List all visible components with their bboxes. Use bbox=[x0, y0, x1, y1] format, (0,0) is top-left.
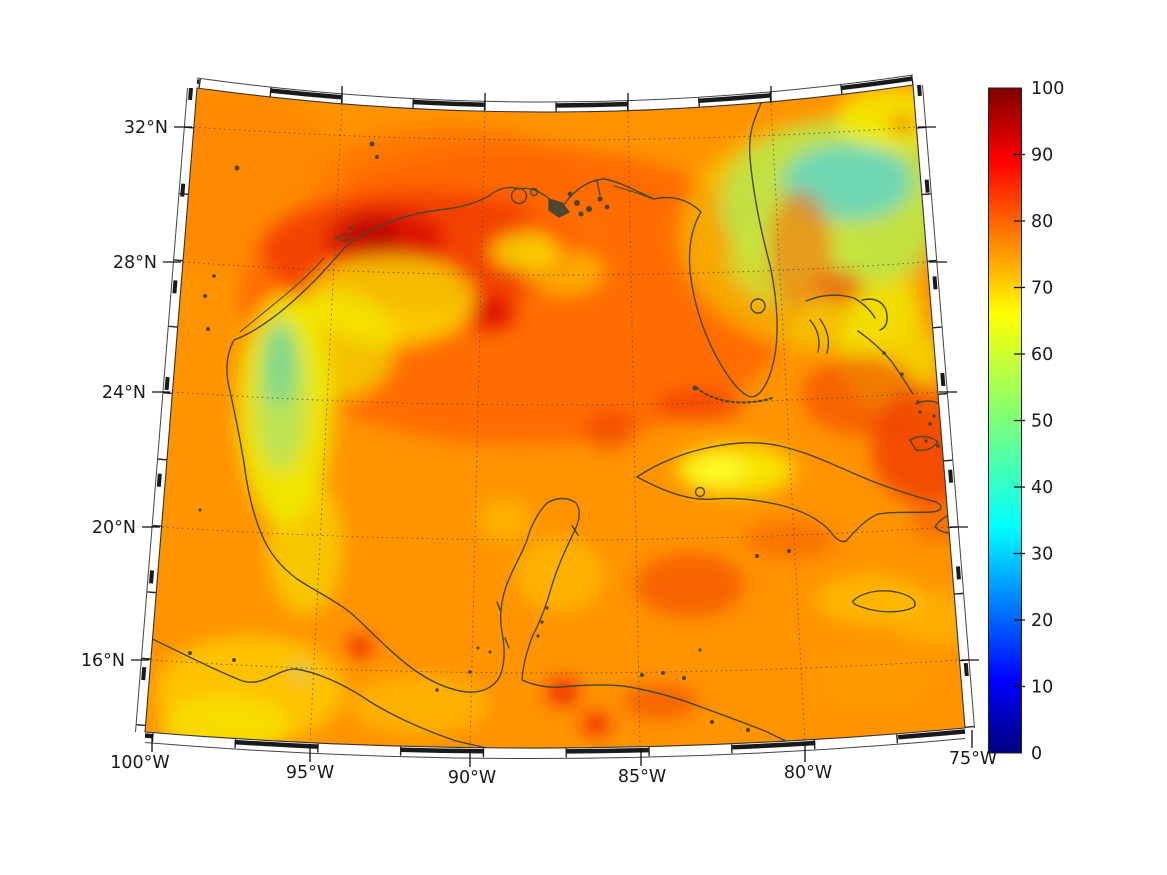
axis-ticks bbox=[131, 86, 979, 767]
lake-maurepas bbox=[529, 187, 539, 197]
yucatan-lagoon-1 bbox=[504, 637, 510, 649]
meridian-85w bbox=[627, 110, 641, 748]
map-border bbox=[144, 84, 966, 749]
cozumel bbox=[571, 525, 579, 536]
longitude-labels: 100°W 95°W 90°W 85°W 80°W 75°W bbox=[110, 749, 997, 788]
cbar-label-80: 80 bbox=[1031, 212, 1053, 232]
cbar-label-100: 100 bbox=[1031, 79, 1064, 99]
lat-label-20n: 20°N bbox=[92, 518, 136, 538]
yucatan-lagoon-2 bbox=[496, 601, 501, 611]
coast-cuba bbox=[636, 442, 942, 543]
mississippi-delta bbox=[548, 198, 570, 218]
bahamas-grand-abaco bbox=[805, 294, 876, 319]
cbar-label-50: 50 bbox=[1031, 412, 1053, 432]
bahamas-acklins bbox=[909, 435, 939, 452]
lon-label-90w: 90°W bbox=[448, 768, 496, 788]
cbar-label-70: 70 bbox=[1031, 279, 1053, 299]
latitude-labels: 32°N 28°N 24°N 20°N 16°N bbox=[81, 118, 168, 671]
cbar-label-40: 40 bbox=[1031, 478, 1053, 498]
lon-label-95w: 95°W bbox=[286, 763, 334, 783]
galveston-bay bbox=[335, 233, 351, 242]
cbar-label-10: 10 bbox=[1031, 678, 1053, 698]
isla-juventud bbox=[694, 486, 706, 498]
meridian-90w bbox=[469, 110, 486, 749]
parallel-16n bbox=[150, 659, 960, 674]
parallel-32n bbox=[193, 126, 917, 141]
lon-label-85w: 85°W bbox=[618, 767, 666, 787]
lake-pontchartrain bbox=[510, 187, 528, 205]
bahamas-andros-1 bbox=[809, 319, 820, 353]
bahamas-abaco-hook bbox=[861, 298, 888, 331]
colorbar-ticks bbox=[1014, 153, 1025, 688]
map-frame bbox=[135, 74, 975, 760]
coastlines bbox=[145, 100, 965, 749]
parallel-24n bbox=[171, 391, 938, 406]
lat-label-32n: 32°N bbox=[124, 118, 168, 138]
lon-label-80w: 80°W bbox=[784, 763, 832, 783]
parallel-28n bbox=[182, 261, 928, 276]
florida-keys bbox=[696, 387, 773, 404]
lake-okeechobee bbox=[750, 298, 766, 314]
texas-barrier-islands bbox=[239, 257, 325, 333]
cbar-label-30: 30 bbox=[1031, 545, 1053, 565]
cbar-label-90: 90 bbox=[1031, 146, 1053, 166]
bahamas-eleuthera-chain bbox=[857, 330, 914, 395]
graticule bbox=[150, 103, 960, 749]
heatmap-field bbox=[145, 85, 965, 749]
small-islands bbox=[188, 141, 960, 732]
coast-us-mexico-centralamerica bbox=[226, 100, 791, 744]
lat-label-24n: 24°N bbox=[102, 383, 146, 403]
bahamas-andros-2 bbox=[819, 318, 830, 354]
lon-label-75w: 75°W bbox=[949, 749, 997, 769]
coast-jamaica bbox=[852, 590, 916, 613]
lat-label-28n: 28°N bbox=[113, 253, 157, 273]
mobile-bay bbox=[596, 180, 601, 196]
cbar-label-0: 0 bbox=[1031, 744, 1042, 764]
coast-pacific-mexico bbox=[145, 635, 488, 749]
lat-label-16n: 16°N bbox=[81, 651, 125, 671]
cbar-label-60: 60 bbox=[1031, 345, 1053, 365]
colorbar-tick-labels: 100 90 80 70 60 50 40 30 20 10 0 bbox=[1031, 79, 1064, 764]
panhandle-barrier bbox=[613, 185, 654, 200]
colorbar: 100 90 80 70 60 50 40 30 20 10 0 bbox=[988, 79, 1064, 764]
lon-label-100w: 100°W bbox=[110, 753, 169, 773]
cbar-label-20: 20 bbox=[1031, 611, 1053, 631]
